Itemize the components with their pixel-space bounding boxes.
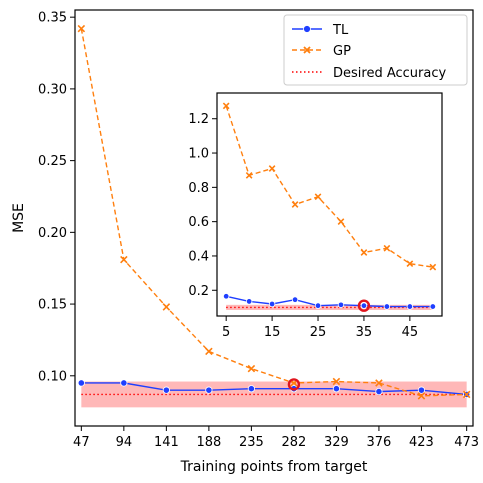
inset-tl-point <box>360 302 368 309</box>
inset-gp-point <box>406 260 414 268</box>
inset-y-tick-label: 1.2 <box>188 112 209 127</box>
main-highlight-marker <box>287 378 301 391</box>
inset-tl-point <box>222 293 230 300</box>
main-y-tick-label: 0.25 <box>38 154 67 169</box>
main-gp-point <box>205 347 213 356</box>
inset-axes-frame <box>216 92 443 317</box>
inset-y-tick-label: 0.4 <box>188 249 209 264</box>
legend-tl-label: TL <box>332 23 349 38</box>
inset-x-tick-label: 35 <box>356 325 373 340</box>
inset-x-tick-label: 5 <box>222 325 230 340</box>
inset-tl-point <box>268 300 276 308</box>
inset-plot-area <box>217 93 442 316</box>
main-x-tick-label: 235 <box>239 435 264 450</box>
inset-gp-point <box>245 171 253 179</box>
main-series-tl-line <box>81 382 467 396</box>
inset-gp-point <box>337 218 345 226</box>
main-x-tick-label: 423 <box>409 435 434 450</box>
main-x-tick-label: 188 <box>196 435 221 450</box>
main-tl-point <box>417 386 426 394</box>
main-gp-point <box>77 24 86 33</box>
main-y-tick-label: 0.10 <box>38 369 67 384</box>
inset-tl-point <box>245 298 253 305</box>
main-y-tick-label: 0.35 <box>38 11 67 26</box>
main-tl-point <box>332 385 341 393</box>
main-x-tick-label: 376 <box>367 435 392 450</box>
inset-x-tick-label: 15 <box>264 325 281 340</box>
main-tl-point <box>205 386 213 394</box>
inset-gp-point <box>360 249 368 256</box>
inset-highlight-marker <box>357 299 371 312</box>
legend: TL GP Desired Accuracy <box>283 14 468 86</box>
main-tl-point <box>77 379 85 387</box>
main-axes-frame <box>74 9 474 427</box>
main-gp-point <box>247 364 256 373</box>
y-axis-label: MSE <box>11 203 27 233</box>
inset-gp-point <box>268 165 276 172</box>
inset-tl-point <box>429 303 437 310</box>
inset-gp-point <box>291 201 299 208</box>
main-y-tick-label: 0.20 <box>38 226 67 241</box>
inset-y-tick-label: 0.6 <box>188 215 209 230</box>
main-x-tick-label: 473 <box>454 435 479 450</box>
main-gp-point <box>120 255 128 264</box>
main-x-tick-label: 329 <box>324 435 349 450</box>
inset-tl-point <box>406 303 414 310</box>
inset-series-gp-line <box>225 105 433 268</box>
inset-gp-point <box>314 193 322 201</box>
main-tl-point <box>375 387 383 396</box>
inset-y-tick-label: 1.0 <box>188 147 209 162</box>
main-y-tick-label: 0.15 <box>38 298 67 313</box>
inset-gp-point <box>222 102 230 110</box>
inset-tl-point <box>314 302 322 309</box>
x-axis-label: Training points from target <box>180 459 368 475</box>
main-x-tick-label: 141 <box>154 435 179 450</box>
main-gp-point <box>375 379 383 387</box>
inset-gp-point <box>429 263 437 271</box>
inset-tl-point <box>337 301 345 309</box>
legend-tl-marker <box>303 25 311 33</box>
inset-tl-point <box>383 303 391 310</box>
main-y-tick-label: 0.30 <box>38 82 67 97</box>
main-gp-point <box>162 303 171 311</box>
legend-desired-label: Desired Accuracy <box>333 66 446 81</box>
main-x-tick-label: 47 <box>73 435 90 450</box>
main-gp-point <box>417 392 426 400</box>
main-tl-point <box>120 379 128 387</box>
main-x-tick-label: 94 <box>116 435 133 450</box>
legend-gp-label: GP <box>333 44 351 59</box>
inset-y-tick-label: 0.2 <box>188 284 209 299</box>
main-x-tick-label: 282 <box>281 435 306 450</box>
inset-tl-point <box>291 296 299 303</box>
inset-y-tick-label: 0.8 <box>188 181 209 196</box>
inset-gp-point <box>383 244 391 252</box>
inset-x-tick-label: 45 <box>402 325 419 340</box>
legend-box <box>283 14 468 86</box>
inset-x-tick-label: 25 <box>310 325 327 340</box>
inset-series-tl-line <box>226 295 433 308</box>
legend-gp-marker <box>303 46 311 54</box>
main-tl-point <box>247 385 255 393</box>
inset-accuracy-band <box>226 304 433 310</box>
main-gp-point <box>462 390 471 399</box>
main-gp-point <box>332 377 341 386</box>
main-tl-point <box>162 386 170 394</box>
main-series-gp-line <box>80 28 467 397</box>
